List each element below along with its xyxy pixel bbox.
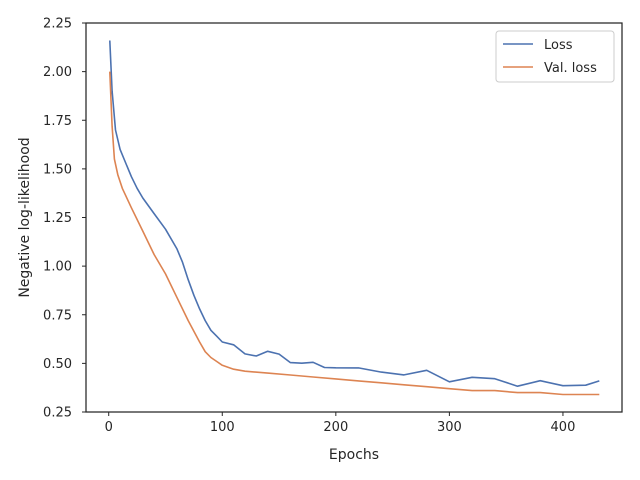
x-axis-label: Epochs bbox=[329, 447, 379, 463]
x-axis-ticks: 0 100 200 300 400 bbox=[105, 412, 576, 435]
series-line-loss bbox=[109, 40, 600, 387]
y-tick-label: 2.00 bbox=[43, 65, 72, 80]
y-tick-label: 1.50 bbox=[43, 162, 72, 177]
y-tick-label: 1.75 bbox=[43, 114, 72, 129]
x-tick-label: 300 bbox=[437, 420, 462, 435]
x-tick-label: 400 bbox=[551, 420, 576, 435]
y-tick-label: 0.50 bbox=[43, 357, 72, 372]
y-tick-label: 0.75 bbox=[43, 308, 72, 323]
legend: Loss Val. loss bbox=[495, 30, 615, 83]
legend-label: Val. loss bbox=[544, 61, 597, 76]
y-tick-label: 2.25 bbox=[43, 17, 72, 32]
x-tick-label: 100 bbox=[210, 420, 235, 435]
series-layer bbox=[109, 40, 600, 396]
legend-label: Loss bbox=[544, 38, 573, 53]
y-tick-label: 1.00 bbox=[43, 260, 72, 275]
x-tick-label: 0 bbox=[105, 420, 113, 435]
y-axis-ticks: 0.25 0.50 0.75 1.00 1.25 1.50 1.75 2.00 2.25 bbox=[43, 17, 86, 421]
series-line-val-loss bbox=[109, 71, 600, 396]
x-tick-label: 200 bbox=[323, 420, 348, 435]
y-axis-label: Negative log-likelihood bbox=[17, 137, 33, 297]
y-tick-label: 0.25 bbox=[43, 406, 72, 421]
y-tick-label: 1.25 bbox=[43, 211, 72, 226]
